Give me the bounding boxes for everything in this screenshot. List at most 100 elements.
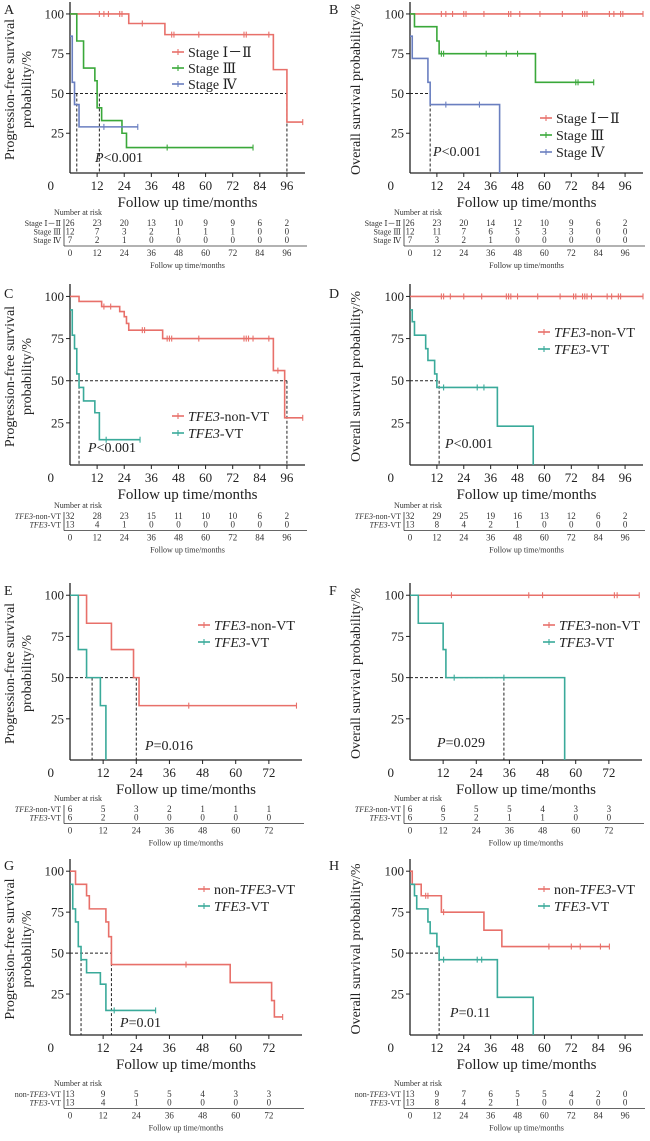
origin-label: 0 bbox=[48, 765, 55, 780]
risk-count: 7 bbox=[408, 235, 413, 245]
survival-curve-1 bbox=[70, 295, 303, 419]
legend-gene: TFE3 bbox=[188, 410, 220, 425]
risk-time-label: 84 bbox=[594, 1111, 604, 1121]
risk-time-label: 0 bbox=[408, 1111, 413, 1121]
panel-e: E Progression-free survival probability/% 2… bbox=[0, 565, 325, 850]
risk-count: 0 bbox=[623, 235, 628, 245]
y-tick-label: 50 bbox=[51, 86, 64, 101]
risk-time-label: 12 bbox=[99, 1111, 108, 1121]
x-tick-label: 24 bbox=[457, 178, 471, 193]
risk-count: 4 bbox=[200, 1089, 205, 1099]
x-tick-label: 48 bbox=[172, 470, 185, 485]
risk-time-label: 24 bbox=[459, 1111, 469, 1121]
risk-count: 1 bbox=[488, 235, 493, 245]
risk-count: 0 bbox=[596, 1098, 601, 1108]
risk-count: 0 bbox=[267, 1098, 272, 1108]
risk-time-label: 60 bbox=[201, 533, 211, 543]
risk-count: 5 bbox=[441, 813, 446, 823]
risk-time-label: 24 bbox=[459, 533, 469, 543]
risk-group-label: TFE3-VT bbox=[369, 1099, 401, 1108]
risk-count: 3 bbox=[569, 227, 574, 237]
risk-count: 16 bbox=[513, 511, 523, 521]
legend-rest: -VT bbox=[586, 900, 610, 915]
legend-rest: -VT bbox=[272, 883, 296, 898]
x-tick-label: 84 bbox=[592, 178, 606, 193]
risk-count: 32 bbox=[66, 511, 75, 521]
risk-count: 7 bbox=[462, 1089, 467, 1099]
risk-count: 23 bbox=[432, 218, 442, 228]
risk-count: 7 bbox=[68, 235, 73, 245]
risk-time-label: 12 bbox=[93, 248, 102, 258]
survival-curve-2 bbox=[410, 883, 535, 1035]
origin-label: 0 bbox=[48, 178, 55, 193]
risk-time-label: 24 bbox=[132, 826, 142, 836]
risk-group-label: TFE3-VT bbox=[369, 814, 401, 823]
risk-count: 3 bbox=[122, 227, 127, 237]
panel-d: D Overall survival probability/% 25 50 75 100… bbox=[325, 280, 650, 565]
risk-table-xlabel: Follow up time/months bbox=[150, 261, 225, 270]
p-symbol: P bbox=[87, 441, 97, 456]
risk-group-gene: TFE3 bbox=[29, 521, 47, 530]
x-tick-label: 24 bbox=[470, 765, 484, 780]
risk-count: 6 bbox=[441, 804, 446, 814]
x-tick-label: 48 bbox=[536, 765, 549, 780]
risk-count: 0 bbox=[569, 1098, 574, 1108]
panel-a: A Progression-free survival probability/% 2… bbox=[0, 0, 325, 280]
legend-entry: Stage Ⅳ bbox=[188, 78, 238, 93]
y-axis-label: Progression-free survival bbox=[3, 19, 18, 160]
risk-count: 0 bbox=[623, 520, 628, 530]
risk-count: 2 bbox=[488, 1098, 493, 1108]
risk-time-label: 96 bbox=[621, 248, 631, 258]
x-tick-label: 60 bbox=[538, 1040, 551, 1055]
p-value: P<0.001 bbox=[432, 145, 481, 160]
risk-time-label: 36 bbox=[486, 533, 496, 543]
y-axis-label: Progression-free survival bbox=[3, 878, 18, 1019]
risk-time-label: 48 bbox=[513, 1111, 523, 1121]
risk-count: 0 bbox=[149, 235, 154, 245]
km-chart-e: E Progression-free survival probability/% 2… bbox=[3, 583, 304, 848]
legend-gene: TFE3 bbox=[559, 619, 591, 634]
y-tick-label: 25 bbox=[51, 711, 64, 726]
risk-group-rest: -non-VT bbox=[373, 512, 401, 521]
risk-count: 3 bbox=[607, 804, 612, 814]
risk-count: 4 bbox=[101, 1098, 106, 1108]
survival-curve-2 bbox=[70, 594, 107, 760]
risk-count: 9 bbox=[230, 218, 235, 228]
risk-count: 5 bbox=[507, 804, 512, 814]
legend-rest: -VT bbox=[586, 343, 610, 358]
y-tick-label: 75 bbox=[391, 905, 404, 920]
y-axis-label: probability/% bbox=[20, 910, 35, 987]
risk-table-xlabel: Follow up time/months bbox=[489, 261, 564, 270]
survival-curve-2 bbox=[70, 309, 141, 441]
legend-rest: -non-VT bbox=[586, 326, 635, 341]
origin-label: 0 bbox=[388, 178, 395, 193]
legend-entry: TFE3-VT bbox=[559, 636, 615, 651]
risk-count: 2 bbox=[488, 520, 493, 530]
legend-rest: -non-VT bbox=[591, 619, 640, 634]
risk-group-gene: TFE3 bbox=[29, 814, 47, 823]
legend-entry: non-TFE3-VT bbox=[554, 883, 635, 898]
x-tick-label: 12 bbox=[437, 765, 450, 780]
risk-time-label: 36 bbox=[486, 248, 496, 258]
risk-count: 1 bbox=[230, 227, 235, 237]
p-value: P=0.11 bbox=[449, 1006, 490, 1021]
y-tick-label: 25 bbox=[391, 987, 404, 1002]
risk-count: 0 bbox=[176, 235, 181, 245]
risk-time-label: 48 bbox=[174, 533, 184, 543]
x-axis-label: Follow up time/months bbox=[456, 1057, 596, 1073]
y-tick-label: 100 bbox=[385, 588, 405, 603]
legend-pre: non- bbox=[214, 883, 240, 898]
risk-time-label: 72 bbox=[567, 248, 576, 258]
survival-curve-1 bbox=[410, 870, 610, 948]
risk-table-title: Number at risk bbox=[54, 501, 102, 510]
risk-time-label: 36 bbox=[486, 1111, 496, 1121]
risk-table-title: Number at risk bbox=[54, 794, 102, 803]
y-tick-label: 25 bbox=[51, 126, 64, 141]
risk-time-label: 60 bbox=[540, 1111, 550, 1121]
risk-table-title: Number at risk bbox=[54, 1079, 102, 1088]
y-tick-label: 75 bbox=[51, 46, 64, 61]
panel-letter: A bbox=[4, 3, 15, 18]
origin-label: 0 bbox=[388, 470, 395, 485]
km-chart-h: H Overall survival probability/% 255075100… bbox=[329, 859, 645, 1133]
